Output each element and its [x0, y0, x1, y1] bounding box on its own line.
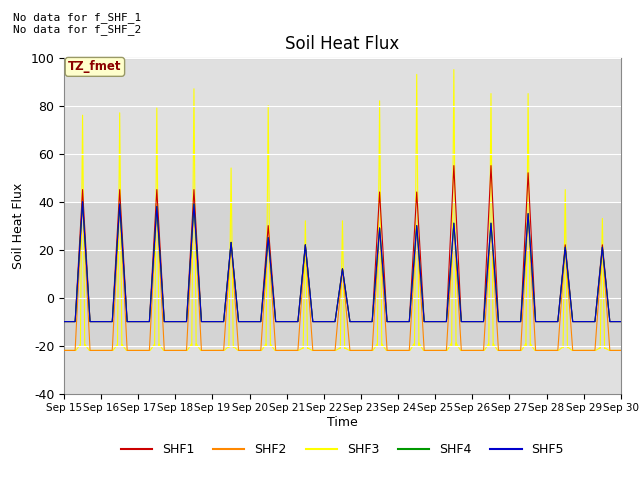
SHF2 [467, 348, 475, 353]
SHF1 [617, 319, 625, 324]
SHF2 [436, 348, 444, 353]
SHF5 [436, 319, 444, 324]
SHF2 [79, 199, 86, 204]
SHF4 [617, 319, 625, 324]
SHF5 [616, 319, 624, 324]
SHF1 [436, 319, 444, 324]
SHF1 [499, 319, 507, 324]
SHF4 [322, 319, 330, 324]
Line: SHF5: SHF5 [64, 202, 621, 322]
Bar [64, 202, 621, 346]
Title: Soil Heat Flux: Soil Heat Flux [285, 35, 399, 53]
SHF5 [499, 319, 507, 324]
SHF5 [79, 199, 86, 204]
SHF1 [616, 319, 624, 324]
Line: SHF3: SHF3 [64, 70, 621, 350]
SHF3 [160, 348, 168, 353]
SHF3 [617, 348, 625, 353]
SHF2 [322, 348, 330, 353]
X-axis label: Time: Time [327, 416, 358, 429]
Line: SHF1: SHF1 [64, 166, 621, 322]
SHF5 [467, 319, 475, 324]
Text: TZ_fmet: TZ_fmet [68, 60, 122, 73]
SHF4 [436, 319, 444, 324]
SHF4 [79, 199, 86, 204]
SHF2 [616, 348, 624, 353]
Text: No data for f_SHF_2: No data for f_SHF_2 [13, 24, 141, 35]
SHF2 [60, 348, 68, 353]
Line: SHF4: SHF4 [64, 202, 621, 322]
SHF1 [467, 319, 475, 324]
SHF3 [60, 348, 68, 353]
SHF3 [436, 348, 444, 353]
SHF5 [322, 319, 330, 324]
SHF4 [60, 319, 68, 324]
SHF2 [161, 346, 168, 352]
SHF5 [617, 319, 625, 324]
SHF4 [616, 319, 624, 324]
SHF1 [322, 319, 330, 324]
SHF1 [160, 315, 168, 321]
SHF3 [499, 348, 507, 353]
SHF4 [467, 319, 475, 324]
SHF4 [499, 319, 507, 324]
SHF4 [161, 318, 168, 324]
SHF5 [161, 318, 168, 324]
SHF3 [450, 67, 458, 72]
Line: SHF2: SHF2 [64, 202, 621, 350]
Y-axis label: Soil Heat Flux: Soil Heat Flux [12, 182, 25, 269]
SHF3 [322, 348, 330, 353]
Text: No data for f_SHF_1: No data for f_SHF_1 [13, 12, 141, 23]
SHF2 [499, 348, 507, 353]
SHF3 [616, 348, 624, 353]
SHF5 [60, 319, 68, 324]
SHF1 [450, 163, 458, 168]
SHF1 [60, 319, 68, 324]
Legend: SHF1, SHF2, SHF3, SHF4, SHF5: SHF1, SHF2, SHF3, SHF4, SHF5 [116, 438, 569, 461]
SHF2 [617, 348, 625, 353]
SHF3 [467, 348, 475, 353]
